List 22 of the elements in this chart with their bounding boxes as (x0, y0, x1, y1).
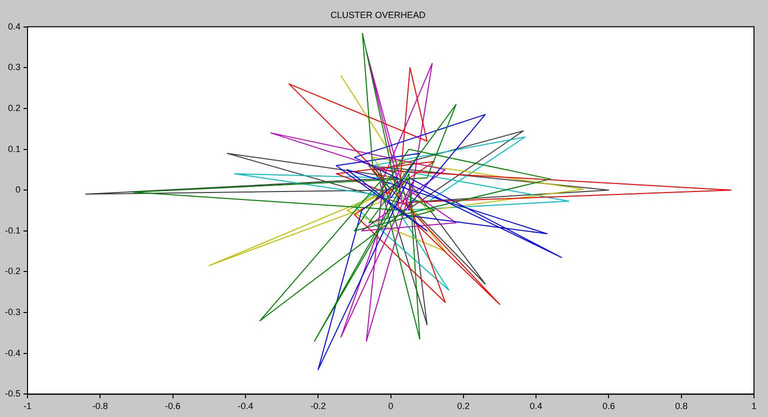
y-tick-label: 0.2 (8, 102, 21, 113)
y-tick-label: -0.5 (4, 388, 21, 399)
x-tick-label: 0.8 (675, 401, 688, 412)
x-tick-label: -1 (24, 401, 32, 412)
y-tick-label: -0.1 (4, 225, 21, 236)
chart-title: CLUSTER OVERHEAD (330, 10, 426, 20)
y-tick-label: 0 (15, 184, 21, 195)
x-tick-label: -0.2 (310, 401, 326, 412)
y-tick-label: 0.4 (8, 21, 21, 32)
y-tick-label: -0.4 (4, 348, 21, 358)
y-tick-label: -0.2 (4, 266, 21, 276)
x-tick-label: -0.4 (238, 401, 254, 412)
x-tick-label: 0 (388, 401, 394, 412)
x-tick-label: -0.8 (92, 401, 108, 412)
x-tick-label: 1 (751, 401, 757, 412)
y-tick-label: 0.3 (8, 62, 21, 72)
x-tick-label: 0.4 (530, 401, 542, 412)
y-tick-label: 0.1 (8, 144, 21, 154)
x-tick-label: 0.2 (457, 401, 470, 412)
y-tick-label: -0.3 (4, 307, 21, 318)
x-tick-label: -0.6 (165, 401, 181, 412)
x-tick-label: 0.6 (602, 401, 615, 412)
